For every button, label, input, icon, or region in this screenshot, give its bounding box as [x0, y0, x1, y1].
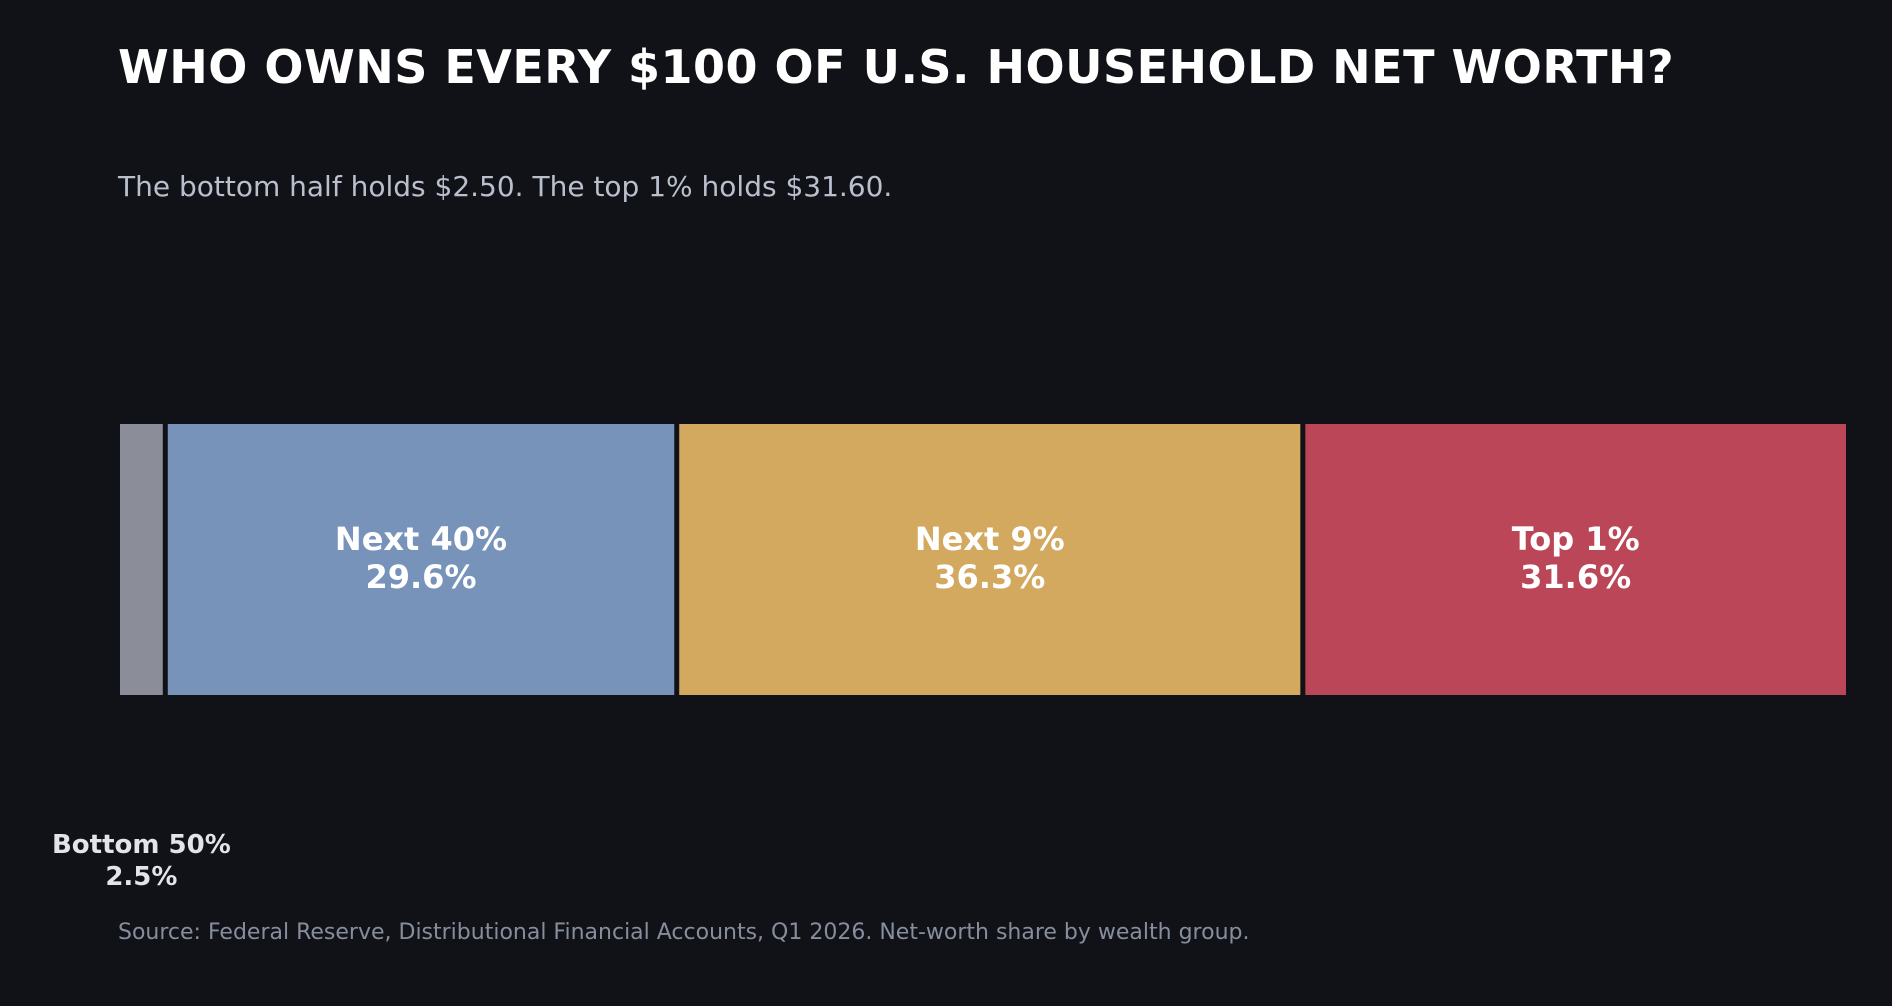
bar-segment-bottom-50 — [120, 424, 163, 695]
category-label-bottom-50: Bottom 50% — [52, 830, 231, 860]
value-label-next-40: 29.6% — [365, 558, 476, 596]
category-label-top-1: Top 1% — [1512, 520, 1640, 558]
value-label-next-9: 36.3% — [934, 558, 1045, 596]
bar-segment-next-40 — [167, 424, 675, 695]
bar-segment-top-1 — [1305, 424, 1846, 695]
chart-title: WHO OWNS EVERY $100 OF U.S. HOUSEHOLD NE… — [118, 40, 1675, 94]
category-label-next-9: Next 9% — [915, 520, 1065, 558]
value-label-top-1: 31.6% — [1520, 558, 1631, 596]
category-label-next-40: Next 40% — [335, 520, 507, 558]
source-note: Source: Federal Reserve, Distributional … — [118, 920, 1250, 945]
chart-subtitle: The bottom half holds $2.50. The top 1% … — [118, 170, 893, 203]
value-label-bottom-50: 2.5% — [105, 862, 177, 892]
bar-segment-next-9 — [679, 424, 1301, 695]
